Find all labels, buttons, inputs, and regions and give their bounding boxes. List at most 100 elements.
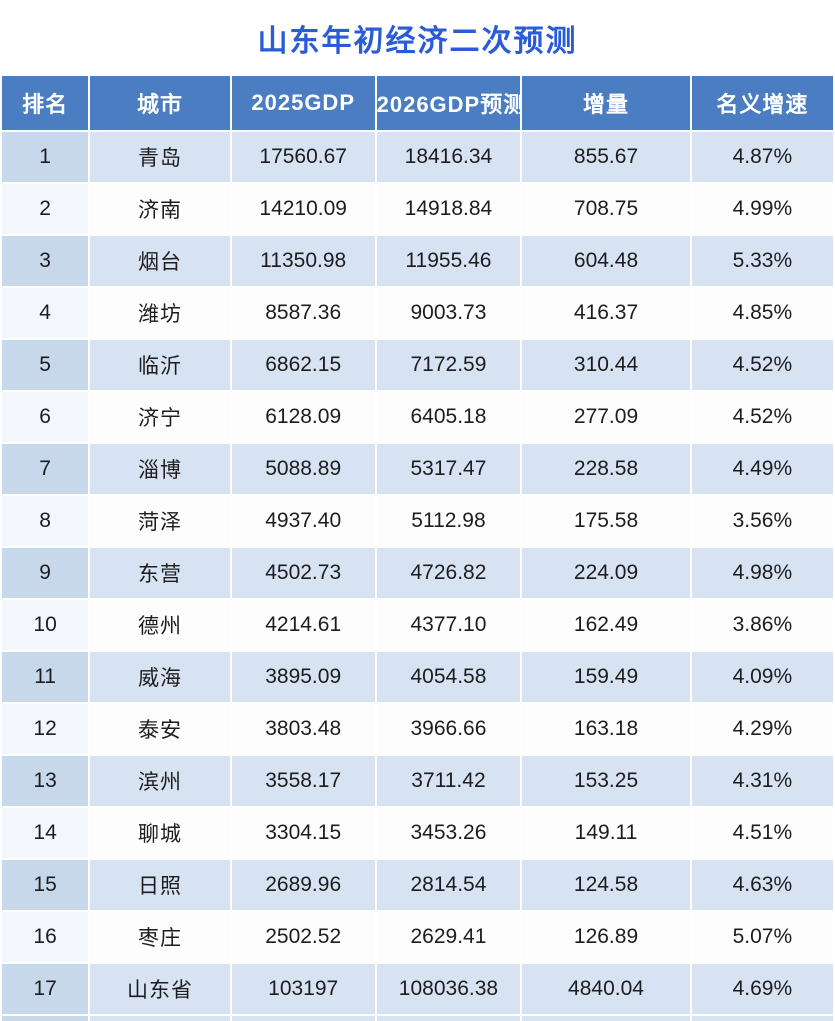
table-row: 1 青岛 17560.67 18416.34 855.67 4.87%: [2, 132, 833, 182]
gdp-2026-cell: 7172.59: [376, 340, 521, 390]
growth-cell: 4.63%: [691, 860, 833, 910]
rank-cell: 8: [2, 496, 89, 546]
empty-cell: [90, 1016, 230, 1021]
table-row: 9 东营 4502.73 4726.82 224.09 4.98%: [2, 548, 833, 598]
growth-cell: 4.31%: [691, 756, 833, 806]
increment-cell: 224.09: [522, 548, 690, 598]
column-header-city: 城市: [90, 76, 230, 130]
growth-cell: 4.85%: [691, 288, 833, 338]
table-row: 12 泰安 3803.48 3966.66 163.18 4.29%: [2, 704, 833, 754]
city-cell: 德州: [90, 600, 230, 650]
growth-cell: 3.56%: [691, 496, 833, 546]
increment-cell: 159.49: [522, 652, 690, 702]
gdp-2026-cell: 2814.54: [376, 860, 521, 910]
growth-cell: 4.52%: [691, 340, 833, 390]
increment-cell: 162.49: [522, 600, 690, 650]
table-row: 17 山东省 103197 108036.38 4840.04 4.69%: [2, 964, 833, 1014]
empty-cell: [522, 1016, 690, 1021]
gdp-2025-cell: 5088.89: [231, 444, 375, 494]
gdp-2026-cell: 3711.42: [376, 756, 521, 806]
growth-cell: 5.33%: [691, 236, 833, 286]
gdp-2025-cell: 8587.36: [231, 288, 375, 338]
increment-cell: 4840.04: [522, 964, 690, 1014]
table-row: 11 威海 3895.09 4054.58 159.49 4.09%: [2, 652, 833, 702]
table-row: 15 日照 2689.96 2814.54 124.58 4.63%: [2, 860, 833, 910]
column-header-increment: 增量: [522, 76, 690, 130]
rank-cell: 15: [2, 860, 89, 910]
gdp-2026-cell: 3966.66: [376, 704, 521, 754]
gdp-2026-cell: 3453.26: [376, 808, 521, 858]
empty-cell: [376, 1016, 521, 1021]
gdp-2025-cell: 3558.17: [231, 756, 375, 806]
gdp-2026-cell: 4377.10: [376, 600, 521, 650]
increment-cell: 149.11: [522, 808, 690, 858]
rank-cell: 17: [2, 964, 89, 1014]
gdp-2025-cell: 6862.15: [231, 340, 375, 390]
gdp-2026-cell: 18416.34: [376, 132, 521, 182]
table-row: 2 济南 14210.09 14918.84 708.75 4.99%: [2, 184, 833, 234]
gdp-2025-cell: 6128.09: [231, 392, 375, 442]
city-cell: 聊城: [90, 808, 230, 858]
gdp-2025-cell: 3304.15: [231, 808, 375, 858]
gdp-2025-cell: 4502.73: [231, 548, 375, 598]
gdp-2026-cell: 14918.84: [376, 184, 521, 234]
gdp-2026-cell: 108036.38: [376, 964, 521, 1014]
increment-cell: 163.18: [522, 704, 690, 754]
increment-cell: 855.67: [522, 132, 690, 182]
table-row: 14 聊城 3304.15 3453.26 149.11 4.51%: [2, 808, 833, 858]
empty-cell: [691, 1016, 833, 1021]
gdp-2026-cell: 6405.18: [376, 392, 521, 442]
gdp-2026-cell: 5317.47: [376, 444, 521, 494]
city-cell: 东营: [90, 548, 230, 598]
gdp-2025-cell: 3803.48: [231, 704, 375, 754]
table-row: 4 潍坊 8587.36 9003.73 416.37 4.85%: [2, 288, 833, 338]
increment-cell: 277.09: [522, 392, 690, 442]
city-cell: 临沂: [90, 340, 230, 390]
gdp-2025-cell: 4214.61: [231, 600, 375, 650]
gdp-2025-cell: 14210.09: [231, 184, 375, 234]
growth-cell: 3.86%: [691, 600, 833, 650]
table-row: 13 滨州 3558.17 3711.42 153.25 4.31%: [2, 756, 833, 806]
increment-cell: 124.58: [522, 860, 690, 910]
rank-cell: 11: [2, 652, 89, 702]
rank-cell: 16: [2, 912, 89, 962]
increment-cell: 228.58: [522, 444, 690, 494]
growth-cell: 4.52%: [691, 392, 833, 442]
column-header-rank: 排名: [2, 76, 89, 130]
increment-cell: 310.44: [522, 340, 690, 390]
table-row: 3 烟台 11350.98 11955.46 604.48 5.33%: [2, 236, 833, 286]
table-row: 5 临沂 6862.15 7172.59 310.44 4.52%: [2, 340, 833, 390]
rank-cell: 9: [2, 548, 89, 598]
column-header-nominal-growth: 名义增速: [691, 76, 833, 130]
table-row: 6 济宁 6128.09 6405.18 277.09 4.52%: [2, 392, 833, 442]
gdp-2026-cell: 4054.58: [376, 652, 521, 702]
rank-cell: 6: [2, 392, 89, 442]
gdp-2025-cell: 17560.67: [231, 132, 375, 182]
increment-cell: 708.75: [522, 184, 690, 234]
empty-cell: [231, 1016, 375, 1021]
gdp-2025-cell: 2689.96: [231, 860, 375, 910]
column-header-gdp-2025: 2025GDP: [231, 76, 375, 130]
rank-cell: 5: [2, 340, 89, 390]
gdp-forecast-table: 排名 城市 2025GDP 2026GDP预测 增量 名义增速 1 青岛 17560.67 18…: [0, 74, 835, 1021]
city-cell: 潍坊: [90, 288, 230, 338]
rank-cell: 4: [2, 288, 89, 338]
growth-cell: 4.87%: [691, 132, 833, 182]
city-cell: 山东省: [90, 964, 230, 1014]
gdp-2025-cell: 11350.98: [231, 236, 375, 286]
table-row: 7 淄博 5088.89 5317.47 228.58 4.49%: [2, 444, 833, 494]
table-row-cutoff: [2, 1016, 833, 1021]
growth-cell: 4.09%: [691, 652, 833, 702]
table-row: 8 菏泽 4937.40 5112.98 175.58 3.56%: [2, 496, 833, 546]
rank-cell: 13: [2, 756, 89, 806]
empty-cell: [2, 1016, 89, 1021]
increment-cell: 604.48: [522, 236, 690, 286]
rank-cell: 14: [2, 808, 89, 858]
city-cell: 泰安: [90, 704, 230, 754]
city-cell: 济宁: [90, 392, 230, 442]
city-cell: 威海: [90, 652, 230, 702]
rank-cell: 3: [2, 236, 89, 286]
growth-cell: 4.98%: [691, 548, 833, 598]
city-cell: 济南: [90, 184, 230, 234]
